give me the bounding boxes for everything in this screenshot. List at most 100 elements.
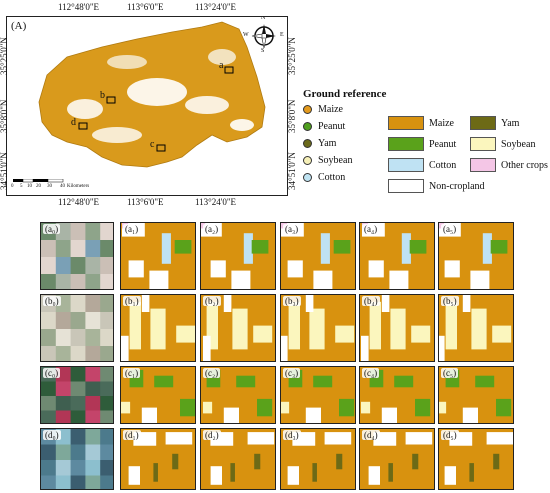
right-tick-2: 35°8'0"N: [287, 99, 297, 133]
classification-map: (c₃): [280, 366, 356, 424]
satellite-image: [41, 367, 113, 423]
classification-map: (d₂): [200, 428, 276, 490]
top-tick-2: 113°6'0"E: [127, 2, 164, 12]
bottom-tick-1: 112°48'0"E: [58, 197, 100, 207]
classification-map-label: (c₁): [123, 368, 141, 378]
classification-map-label: (d₃): [283, 430, 301, 440]
sample-photo-label: (a₀): [43, 224, 61, 234]
peanut-dot-icon: [303, 122, 312, 131]
sample-photo: (c₀): [40, 366, 114, 424]
classification-map-label: (d₄): [362, 430, 380, 440]
site-label-a: a: [219, 60, 224, 71]
site-label-c: c: [150, 139, 155, 150]
map-panel-label: (A): [11, 20, 27, 32]
classification-map-label: (d₅): [441, 430, 459, 440]
sample-photo: (d₀): [40, 428, 114, 490]
site-label-d: d: [71, 117, 76, 128]
urban-patch: [67, 99, 103, 119]
maize-swatch: [388, 116, 424, 130]
classification-map-label: (a₁): [123, 224, 141, 234]
classification-map-label: (c₂): [203, 368, 221, 378]
left-tick-1: 35°25'0"N: [0, 37, 9, 75]
cotton-swatch: [388, 158, 424, 172]
satellite-image: [41, 295, 113, 361]
cls-item-maize: Maize: [388, 116, 454, 130]
classification-map: (c₄): [359, 366, 435, 424]
classification-map: (b₅): [438, 294, 514, 362]
site-box-d: [78, 122, 88, 130]
site-label-b: b: [100, 90, 105, 101]
urban-patch: [127, 78, 187, 106]
classification-map: (d₄): [359, 428, 435, 490]
cls-label: Yam: [501, 117, 520, 129]
classification-map: (d₅): [438, 428, 514, 490]
scale-num-10: 10: [27, 184, 32, 189]
left-tick-2: 35°8'0"N: [0, 99, 9, 133]
gr-item-yam: Yam: [303, 138, 336, 149]
urban-patch: [230, 119, 254, 131]
left-tick-3: 34°51'0"N: [0, 152, 9, 190]
top-tick-3: 113°24'0"E: [195, 2, 237, 12]
classification-map: (d₃): [280, 428, 356, 490]
soybean-swatch: [470, 137, 496, 151]
classification-map: (b₃): [280, 294, 356, 362]
classification-map: (c₅): [438, 366, 514, 424]
sample-photo-label: (b₀): [43, 296, 61, 306]
maize-dot-icon: [303, 105, 312, 114]
classification-map-label: (a₂): [203, 224, 221, 234]
soybean-patch: [107, 55, 147, 69]
cls-label: Peanut: [429, 138, 457, 150]
gr-label: Peanut: [318, 121, 346, 132]
gr-item-peanut: Peanut: [303, 121, 345, 132]
classification-map: (d₁): [120, 428, 196, 490]
urban-patch: [185, 96, 229, 114]
classification-map-label: (c₅): [441, 368, 459, 378]
classification-map: (b₄): [359, 294, 435, 362]
cotton-dot-icon: [303, 173, 312, 182]
study-area-svg: [38, 21, 266, 168]
scale-unit: Kilometers: [67, 184, 90, 189]
scale-num-20: 20: [36, 184, 41, 189]
sample-photo-label: (d₀): [43, 430, 61, 440]
classification-map: (c₂): [200, 366, 276, 424]
north-letter: N: [261, 16, 266, 21]
scale-num-0: 0: [11, 184, 14, 189]
sample-photo-label: (c₀): [43, 368, 61, 378]
right-tick-1: 35°25'0"N: [287, 37, 297, 75]
right-tick-3: 34°51'0"N: [287, 152, 297, 190]
classification-map-label: (b₅): [441, 296, 459, 306]
cls-label: Other crops: [501, 159, 548, 171]
scale-num-30: 30: [47, 184, 52, 189]
classification-map-label: (c₃): [283, 368, 301, 378]
ground-reference-title: Ground reference: [303, 88, 387, 100]
cls-label: Soybean: [501, 138, 536, 150]
cls-label: Maize: [429, 117, 454, 129]
classification-map-label: (b₂): [203, 296, 221, 306]
cls-label: Cotton: [429, 159, 457, 171]
gr-label: Maize: [318, 104, 343, 115]
scale-num-5: 5: [20, 184, 23, 189]
classification-map-label: (c₄): [362, 368, 380, 378]
soybean-dot-icon: [303, 156, 312, 165]
classification-map: (a₃): [280, 222, 356, 290]
classification-map-label: (a₃): [283, 224, 301, 234]
scale-num-40: 40: [60, 184, 65, 189]
other-crops-swatch: [470, 158, 496, 172]
south-letter: S: [261, 48, 265, 54]
peanut-swatch: [388, 137, 424, 151]
classification-map: (a₁): [120, 222, 196, 290]
satellite-image: [41, 429, 113, 489]
sample-photo: (b₀): [40, 294, 114, 362]
classification-map-label: (b₄): [362, 296, 380, 306]
gr-item-maize: Maize: [303, 104, 343, 115]
site-box-a: [224, 66, 234, 74]
gr-item-cotton: Cotton: [303, 172, 345, 183]
cls-item-yam: Yam: [470, 116, 519, 130]
cls-item-peanut: Peanut: [388, 137, 456, 151]
cls-item-cotton: Cotton: [388, 158, 456, 172]
classification-map-label: (a₄): [362, 224, 380, 234]
sample-photo: (a₀): [40, 222, 114, 290]
classification-map: (c₁): [120, 366, 196, 424]
cls-item-other: Other crops: [470, 158, 548, 172]
east-letter: E: [280, 32, 284, 38]
